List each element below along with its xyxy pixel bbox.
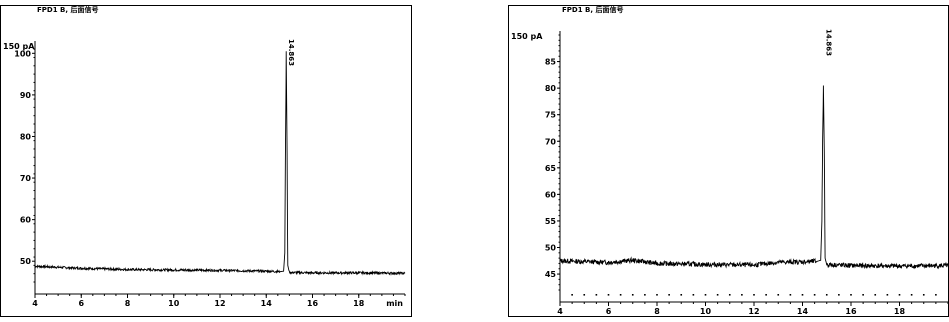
x-dot-marker bbox=[765, 294, 767, 296]
x-dot-marker bbox=[874, 294, 877, 296]
x-dot-marker bbox=[753, 294, 755, 296]
x-tick-label: 12 bbox=[214, 299, 225, 308]
x-dot-marker bbox=[656, 294, 658, 296]
peak-label: 14.863 bbox=[824, 29, 832, 56]
chromatogram-trace bbox=[559, 85, 949, 270]
x-tick-label: 10 bbox=[168, 299, 180, 308]
y-tick-label: 60 bbox=[20, 216, 32, 225]
x-dot-marker bbox=[813, 294, 816, 296]
x-dot-marker bbox=[668, 294, 670, 296]
x-tick-label: 18 bbox=[353, 299, 365, 308]
y-tick-label: 55 bbox=[545, 217, 557, 226]
y-tick-label: 70 bbox=[20, 174, 32, 183]
x-dot-marker bbox=[607, 294, 610, 296]
x-dot-marker bbox=[741, 294, 743, 296]
x-dot-marker bbox=[619, 294, 622, 296]
chart-title: FPD1 B, 后面信号 bbox=[562, 5, 623, 14]
y-tick-label: 75 bbox=[545, 111, 557, 120]
x-end-label: min bbox=[386, 299, 403, 308]
x-tick-label: 6 bbox=[606, 307, 612, 316]
chart-title: FPD1 B, 后面信号 bbox=[37, 5, 98, 14]
chromatogram-trace bbox=[34, 51, 406, 276]
x-dot-marker bbox=[571, 294, 573, 296]
x-tick-label: 14 bbox=[797, 307, 809, 316]
plot-frame bbox=[508, 5, 949, 317]
y-tick-label: 45 bbox=[545, 270, 557, 279]
x-dot-marker bbox=[789, 294, 792, 296]
y-tick-label: 60 bbox=[545, 190, 557, 199]
x-tick-label: 6 bbox=[78, 299, 84, 308]
y-tick-label: 80 bbox=[545, 84, 557, 93]
y-unit-label: 150 pA bbox=[3, 42, 35, 51]
chromatogram-right-panel: FPD1 B, 后面信号 150 pA 45 50 55 60 65 70 75 80 85 4 6 8 1… bbox=[508, 0, 949, 322]
y-tick-label: 50 bbox=[545, 244, 557, 253]
chromatogram-left-svg: FPD1 B, 后面信号 150 pA 50 60 70 80 90 100 4 6 8 10 12 14… bbox=[0, 5, 412, 317]
x-dot-marker bbox=[910, 294, 913, 296]
y-tick-label: 80 bbox=[20, 132, 32, 141]
x-dot-marker bbox=[886, 294, 889, 296]
x-dot-marker bbox=[935, 294, 937, 296]
x-tick-label: 4 bbox=[557, 307, 563, 316]
chromatogram-left-panel: FPD1 B, 后面信号 150 pA 50 60 70 80 90 100 4 6 8 10 12 14… bbox=[0, 0, 412, 322]
x-dot-marker bbox=[583, 294, 586, 296]
x-dot-marker bbox=[850, 294, 852, 296]
x-dot-marker bbox=[862, 294, 864, 296]
x-tick-label: 16 bbox=[307, 299, 319, 308]
y-unit-label: 150 pA bbox=[511, 32, 543, 41]
y-tick-label: 65 bbox=[545, 164, 557, 173]
x-dot-marker bbox=[692, 294, 695, 296]
x-tick-label: 8 bbox=[125, 299, 131, 308]
x-dot-marker bbox=[777, 294, 780, 296]
x-dot-marker bbox=[716, 294, 719, 296]
x-dot-marker bbox=[801, 294, 804, 296]
x-dot-marker bbox=[728, 294, 731, 296]
y-tick-label: 85 bbox=[545, 58, 557, 67]
x-tick-label: 14 bbox=[261, 299, 273, 308]
x-dot-marker bbox=[704, 294, 707, 296]
x-dot-marker bbox=[595, 294, 598, 296]
x-tick-label: 4 bbox=[32, 299, 38, 308]
x-dot-marker bbox=[922, 294, 925, 296]
x-tick-label: 8 bbox=[654, 307, 660, 316]
x-tick-label: 12 bbox=[748, 307, 759, 316]
x-tick-label: 10 bbox=[700, 307, 712, 316]
x-tick-label: 18 bbox=[894, 307, 906, 316]
x-tick-label: 16 bbox=[845, 307, 857, 316]
y-tick-label: 100 bbox=[14, 49, 31, 58]
x-dot-marker bbox=[644, 294, 646, 296]
x-dot-marker bbox=[838, 294, 840, 296]
peak-label: 14.863 bbox=[287, 39, 295, 66]
plot-frame bbox=[0, 5, 412, 317]
chromatogram-right-svg: FPD1 B, 后面信号 150 pA 45 50 55 60 65 70 75 80 85 4 6 8 1… bbox=[508, 5, 949, 317]
x-dot-marker bbox=[898, 294, 901, 296]
y-tick-label: 70 bbox=[545, 137, 557, 146]
x-dot-marker bbox=[680, 294, 683, 296]
x-dot-marker bbox=[631, 294, 634, 296]
y-tick-label: 90 bbox=[20, 91, 32, 100]
y-tick-label: 50 bbox=[20, 257, 32, 266]
x-dot-marker bbox=[825, 294, 828, 296]
